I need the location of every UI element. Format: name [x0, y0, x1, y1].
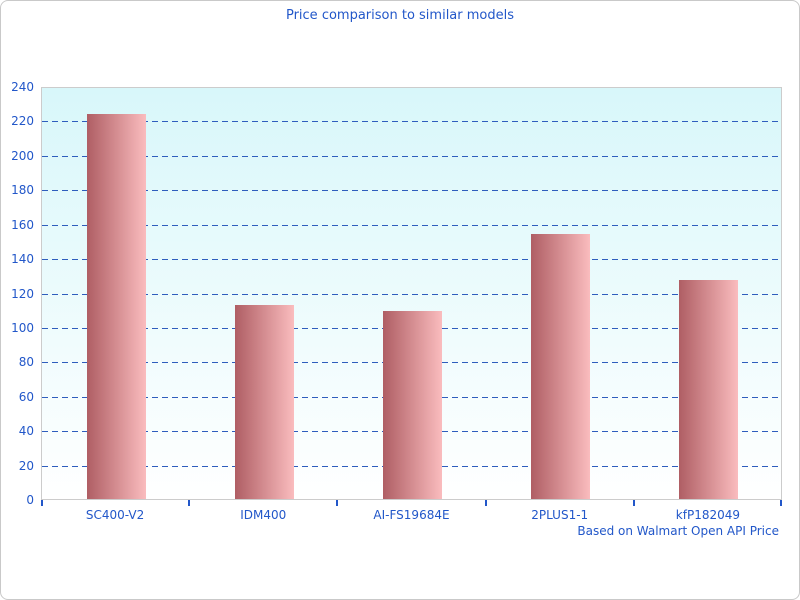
gridline [42, 224, 781, 226]
y-axis-label: 40 [18, 424, 34, 439]
bar-2PLUS1-1 [531, 234, 591, 499]
y-axis-label: 240 [11, 80, 34, 94]
y-axis-label: 20 [18, 458, 34, 473]
y-axis-labels: 0 20 40 60 80 100 120 140 160 180 200 220 240 [1, 80, 34, 507]
y-axis-label: 80 [18, 355, 34, 370]
chart-title: Price comparison to similar models [285, 8, 515, 23]
plot-area [41, 87, 782, 500]
x-axis-label: SC400-V2 [85, 508, 145, 522]
y-axis-label: 0 [26, 493, 34, 507]
bar-SC400-V2 [86, 113, 146, 499]
x-axis-label: AI-FS19684E [373, 508, 450, 522]
bar-AI-FS19684E [383, 311, 442, 499]
x-axis-ticks [41, 500, 782, 507]
gridline [42, 121, 781, 123]
x-axis-label: 2PLUS1-1 [531, 508, 589, 522]
gridline [42, 190, 781, 192]
bar-kfP182049 [679, 280, 739, 499]
y-axis-label: 140 [11, 252, 34, 267]
gridline [42, 155, 781, 157]
bar-IDM400 [234, 304, 294, 499]
x-axis-labels: SC400-V2 IDM400 AI-FS19684E 2PLUS1-1 kfP1820… [41, 507, 782, 523]
y-axis-label: 100 [11, 320, 34, 335]
axis-tick [336, 500, 339, 506]
axis-tick [484, 500, 487, 506]
axis-tick [41, 500, 43, 506]
y-axis-label: 60 [18, 389, 34, 404]
axis-tick [780, 500, 782, 506]
chart-footnote: Based on Walmart Open API Price [577, 524, 779, 538]
gridline [42, 293, 781, 295]
y-axis-label: 220 [11, 114, 34, 129]
y-axis-label: 200 [11, 148, 34, 163]
gridline [42, 259, 781, 261]
y-axis-label: 120 [11, 286, 34, 301]
axis-tick [188, 500, 191, 506]
y-axis-label: 160 [11, 217, 34, 232]
x-axis-label: kfP182049 [675, 508, 740, 522]
axis-tick [632, 500, 635, 506]
y-axis-label: 180 [11, 183, 34, 198]
x-axis-label: IDM400 [240, 508, 287, 522]
